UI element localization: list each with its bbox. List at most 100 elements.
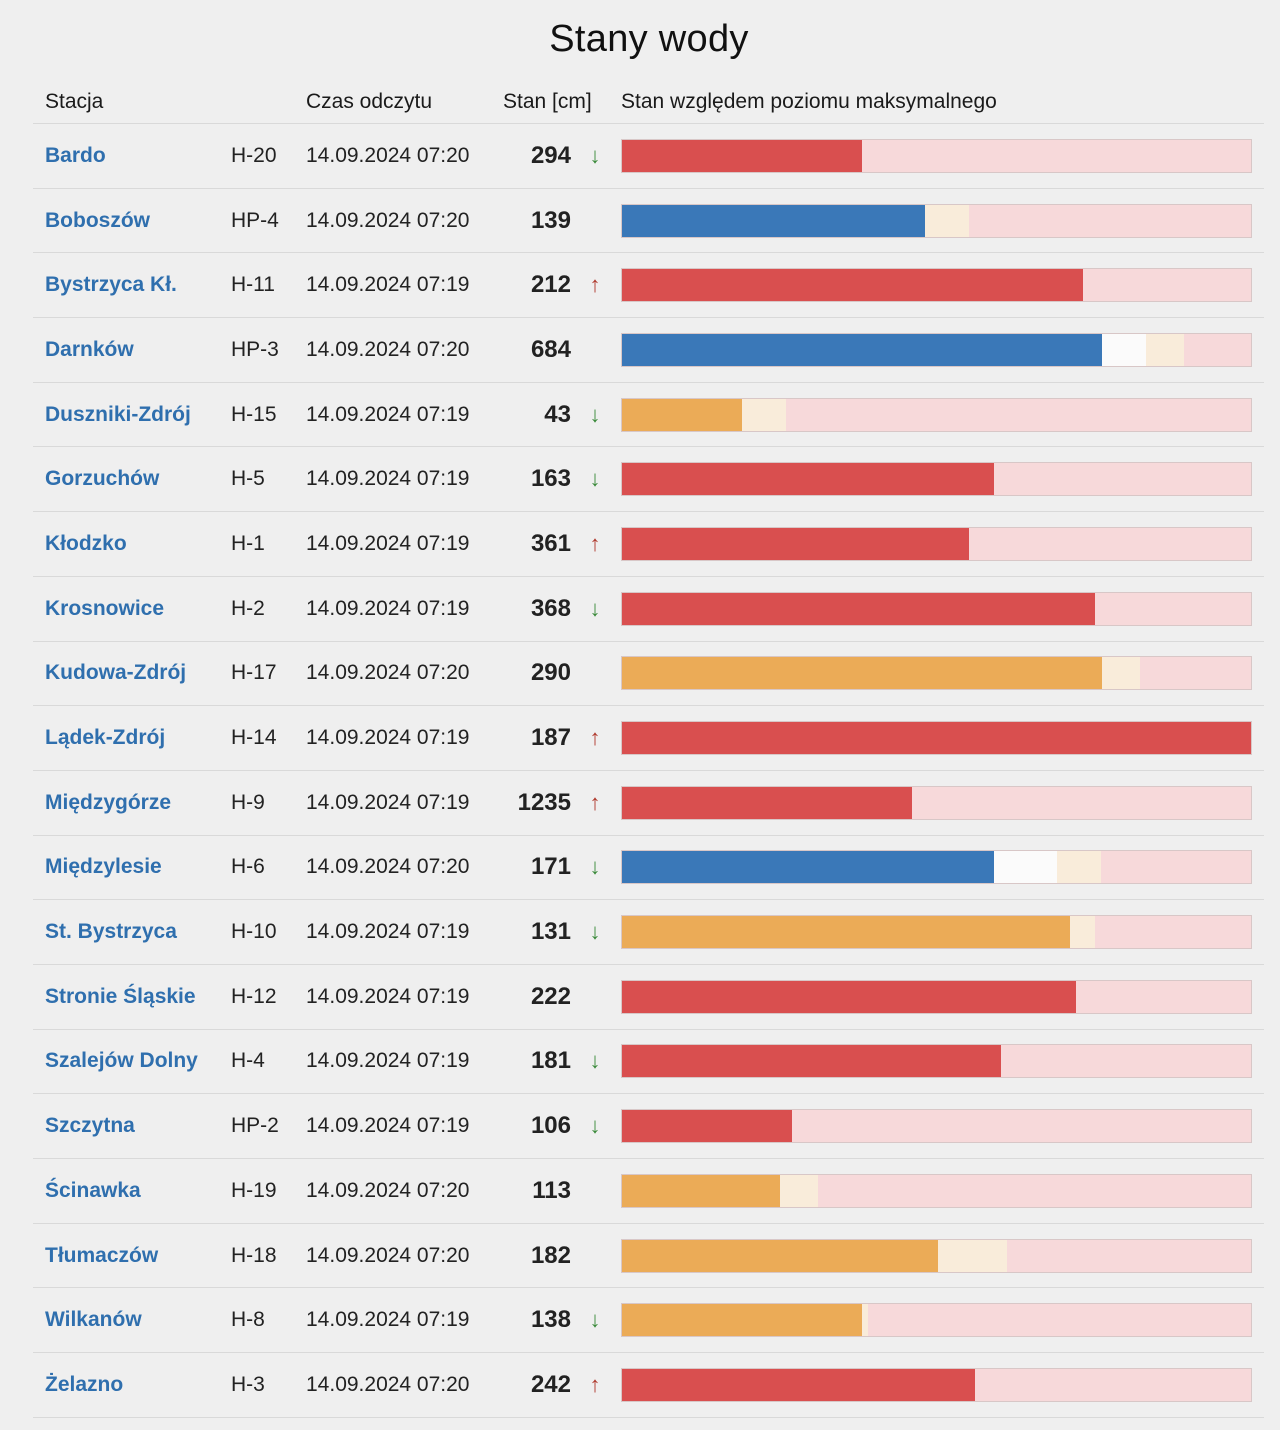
level-bar [621,462,1252,497]
station-link[interactable]: Krosnowice [45,596,165,620]
station-link[interactable]: Lądek-Zdrój [45,726,166,750]
station-code: H-2 [231,596,265,620]
station-link[interactable]: Bystrzyca Kł. [45,273,177,297]
water-level-value: 171 [530,853,571,881]
trend-up-arrow-icon: ↑ [589,789,601,815]
level-bar-cell [621,383,1252,447]
station-link[interactable]: Żelazno [45,1372,124,1396]
station-code: HP-3 [231,337,279,361]
reading-time: 14.09.2024 07:19 [306,1049,470,1073]
level-bar-cream-band [1146,333,1184,366]
station-link[interactable]: Szczytna [45,1114,135,1138]
level-bar [621,1173,1252,1208]
trend-empty [584,1159,606,1223]
station-link[interactable]: Darnków [45,337,134,361]
trend-up-arrow-icon: ↑ [589,530,601,556]
level-bar [621,591,1252,626]
trend-down-arrow-icon: ↓ [589,401,601,427]
level-bar-fill [622,139,862,172]
level-bar-cell [621,124,1252,188]
level-bar [621,397,1252,432]
trend-down-arrow-icon: ↓ [589,919,601,945]
station-link[interactable]: Duszniki-Zdrój [45,402,191,426]
reading-time: 14.09.2024 07:20 [306,1243,470,1267]
reading-time: 14.09.2024 07:19 [306,467,470,491]
level-bar-fill [622,1304,862,1337]
level-bar-cell [621,189,1252,253]
station-link[interactable]: Stronie Śląskie [45,984,196,1008]
station-link[interactable]: Gorzuchów [45,467,160,491]
reading-time: 14.09.2024 07:19 [306,790,470,814]
table-row: Tłumaczów H-18 14.09.2024 07:20 182 [33,1224,1264,1289]
station-link[interactable]: Bardo [45,143,106,167]
trend-empty [584,318,606,382]
station-code: H-15 [231,402,277,426]
station-link[interactable]: Tłumaczów [45,1243,159,1267]
water-level-value: 294 [530,141,571,169]
level-bar-cell [621,771,1252,835]
station-code: H-5 [231,467,265,491]
header-level: Stan [cm] [503,90,592,113]
table-row: St. Bystrzyca H-10 14.09.2024 07:19 131 ↓ [33,900,1264,965]
station-link[interactable]: Wilkanów [45,1308,142,1332]
header-time: Czas odczytu [306,90,433,113]
station-link[interactable]: Międzylesie [45,855,162,879]
station-cell: Szczytna [45,1094,230,1158]
station-link[interactable]: Kudowa-Zdrój [45,661,187,685]
level-bar-cream-band [1070,916,1095,949]
station-link[interactable]: Międzygórze [45,790,172,814]
level-bar [621,1238,1252,1273]
station-cell: Bystrzyca Kł. [45,253,230,317]
level-bar [621,1109,1252,1144]
water-level-value: 242 [530,1370,571,1398]
level-bar-cell [621,447,1252,511]
station-link[interactable]: Boboszów [45,208,150,232]
water-level-value: 43 [544,400,571,428]
level-bar-fill [622,398,742,431]
reading-time: 14.09.2024 07:20 [306,208,470,232]
level-bar-fill [622,722,1251,755]
trend-down-arrow-icon: ↓ [589,854,601,880]
level-bar-cell [621,965,1252,1029]
station-cell: Lądek-Zdrój [45,706,230,770]
station-cell: Tłumaczów [45,1224,230,1288]
level-bar-fill [622,1174,780,1207]
reading-time: 14.09.2024 07:20 [306,1178,470,1202]
water-level-value: 222 [530,982,571,1010]
station-cell: Boboszów [45,189,230,253]
station-cell: Krosnowice [45,577,230,641]
water-level-value: 113 [532,1176,571,1204]
trend-up-arrow-icon: ↑ [589,725,601,751]
station-cell: Ścinawka [45,1159,230,1223]
station-link[interactable]: St. Bystrzyca [45,920,177,944]
table-row: Darnków HP-3 14.09.2024 07:20 684 [33,318,1264,383]
level-bar-cell [621,1224,1252,1288]
table-row: Kłodzko H-1 14.09.2024 07:19 361 ↑ [33,512,1264,577]
station-cell: Darnków [45,318,230,382]
water-level-value: 181 [530,1047,571,1075]
station-link[interactable]: Szalejów Dolny [45,1049,198,1073]
level-bar-cell [621,318,1252,382]
level-bar-white-band [1102,333,1146,366]
trend-down-arrow-icon: ↓ [589,1307,601,1333]
reading-time: 14.09.2024 07:19 [306,273,470,297]
reading-time: 14.09.2024 07:19 [306,596,470,620]
table-row: Międzylesie H-6 14.09.2024 07:20 171 ↓ [33,836,1264,901]
header-station: Stacja [45,90,104,113]
station-link[interactable]: Kłodzko [45,531,127,555]
table-row: Kudowa-Zdrój H-17 14.09.2024 07:20 290 [33,642,1264,707]
level-bar-white-band [994,851,1057,884]
trend-down-arrow-icon: ↓ [589,1048,601,1074]
station-cell: Stronie Śląskie [45,965,230,1029]
water-levels-table: Stacja Czas odczytu Stan [cm] Stan wzglę… [33,80,1264,1418]
level-bar-cell [621,1288,1252,1352]
table-body: Bardo H-20 14.09.2024 07:20 294 ↓ Boboszów HP-… [33,124,1264,1418]
table-row: Lądek-Zdrój H-14 14.09.2024 07:19 187 ↑ [33,706,1264,771]
station-link[interactable]: Ścinawka [45,1178,141,1202]
level-bar [621,721,1252,756]
station-code: H-12 [231,984,277,1008]
station-code: H-6 [231,855,265,879]
reading-time: 14.09.2024 07:19 [306,984,470,1008]
level-bar [621,268,1252,303]
